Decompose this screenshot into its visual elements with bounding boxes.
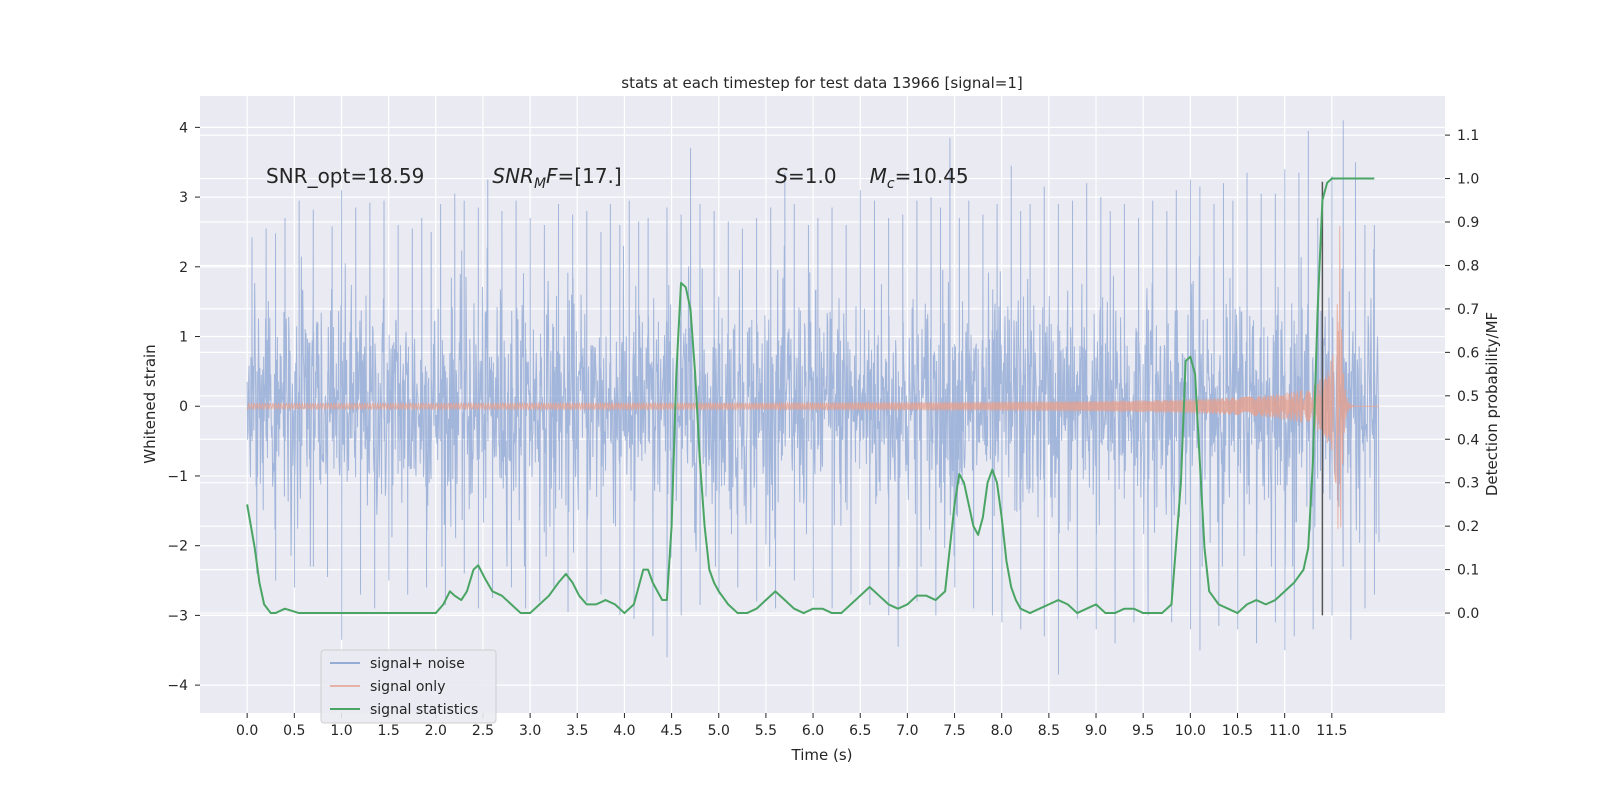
x-axis: 0.0 0.5 1.0 1.5 2.0 2.5 3.0 3.5 4.0 4.5 5.0 5.5 6.0 6… — [236, 713, 1347, 739]
x-tick-label: 3.0 — [519, 723, 541, 739]
y2-tick-label: 0.4 — [1457, 432, 1479, 448]
x-tick-label: 9.0 — [1085, 723, 1107, 739]
y-axis-right: 1.1 1.0 0.9 0.8 0.7 0.6 0.5 0.4 0.3 0.2 0.1 0.0 — [1445, 128, 1479, 622]
x-tick-label: 9.5 — [1132, 723, 1154, 739]
y-tick-label: 4 — [179, 120, 188, 136]
y2-axis-label: Detection probability/MF — [1483, 312, 1501, 496]
x-tick-label: 6.5 — [849, 723, 871, 739]
y-tick-label: 3 — [179, 190, 188, 206]
y2-tick-label: 0.2 — [1457, 519, 1479, 535]
annotation-3: Mc=10.45 — [870, 164, 969, 192]
series-signal-statistics-line — [246, 177, 1375, 615]
y2-tick-label: 1.0 — [1457, 172, 1479, 188]
y2-tick-label: 0.5 — [1457, 389, 1479, 405]
y2-tick-label: 0.9 — [1457, 215, 1479, 231]
legend-box — [320, 649, 497, 724]
x-tick-label: 8.5 — [1038, 723, 1060, 739]
annotation-1: SNRMF=[17.] — [492, 164, 621, 192]
x-tick-label: 7.5 — [943, 723, 965, 739]
y-tick-label: 0 — [179, 399, 188, 415]
x-tick-label: 5.5 — [755, 723, 777, 739]
y2-tick-label: 0.1 — [1457, 563, 1479, 579]
x-tick-label: 0.0 — [236, 723, 258, 739]
x-tick-label: 8.0 — [991, 723, 1013, 739]
y2-tick-label: 1.1 — [1457, 128, 1479, 144]
series-signal-only-line — [246, 226, 1379, 529]
legend-label-signal-noise: signal+ noise — [370, 656, 465, 672]
series-signal-noise-line — [246, 120, 1380, 675]
x-tick-label: 10.5 — [1222, 723, 1253, 739]
annotations: SNR_opt=18.59 SNRMF=[17.] S=1.0 Mc=10.45 — [266, 164, 969, 192]
y-tick-label: −4 — [167, 678, 188, 694]
y-axis-label: Whitened strain — [141, 344, 159, 463]
x-tick-label: 10.0 — [1175, 723, 1206, 739]
x-tick-label: 1.0 — [330, 723, 352, 739]
y-axis-left: 4 3 2 1 0 −1 −2 −3 −4 — [167, 120, 200, 694]
x-tick-label: 5.0 — [708, 723, 730, 739]
legend-label-signal-statistics: signal statistics — [370, 702, 478, 718]
legend: signal+ noise signal only signal statist… — [320, 649, 497, 724]
chart-title: stats at each timestep for test data 139… — [621, 74, 1022, 92]
y2-tick-label: 0.0 — [1457, 606, 1479, 622]
x-tick-label: 0.5 — [283, 723, 305, 739]
y-tick-label: −3 — [167, 608, 188, 624]
series-layer — [246, 120, 1380, 675]
y-tick-label: 1 — [179, 330, 188, 346]
y2-tick-label: 0.6 — [1457, 345, 1479, 361]
x-tick-label: 11.5 — [1316, 723, 1347, 739]
y-tick-label: 2 — [179, 260, 188, 276]
legend-label-signal-only: signal only — [370, 679, 445, 695]
annotation-0: SNR_opt=18.59 — [266, 164, 424, 188]
y-tick-label: −2 — [167, 539, 188, 555]
y2-tick-label: 0.7 — [1457, 302, 1479, 318]
y2-tick-label: 0.3 — [1457, 476, 1479, 492]
annotation-2: S=1.0 — [775, 164, 836, 188]
x-tick-label: 6.0 — [802, 723, 824, 739]
y2-tick-label: 0.8 — [1457, 258, 1479, 274]
x-axis-label: Time (s) — [791, 746, 853, 764]
x-tick-label: 4.5 — [660, 723, 682, 739]
x-tick-label: 11.0 — [1269, 723, 1300, 739]
x-tick-label: 1.5 — [378, 723, 400, 739]
y-tick-label: −1 — [167, 469, 188, 485]
x-tick-label: 2.5 — [472, 723, 494, 739]
x-tick-label: 4.0 — [613, 723, 635, 739]
x-tick-label: 3.5 — [566, 723, 588, 739]
x-tick-label: 2.0 — [425, 723, 447, 739]
x-tick-label: 7.0 — [896, 723, 918, 739]
